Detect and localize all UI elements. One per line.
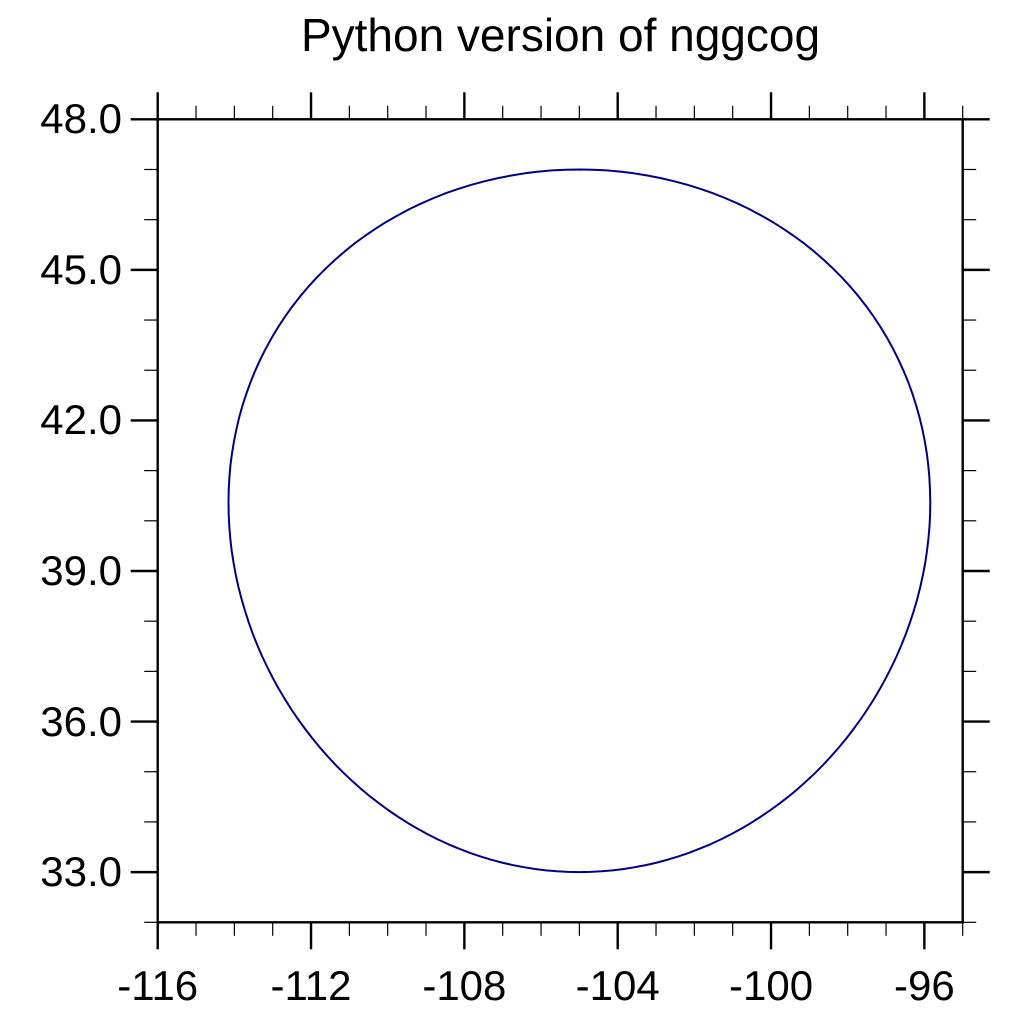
x-tick-label: -100 — [729, 962, 814, 1009]
y-tick-label: 45.0 — [40, 245, 122, 293]
great-circle-path — [227, 168, 932, 874]
y-tick-label: 33.0 — [40, 848, 122, 896]
chart-title: Python version of nggcog — [300, 9, 821, 61]
y-tick-label: 39.0 — [40, 546, 122, 594]
y-tick-label: 36.0 — [40, 697, 122, 745]
plot-frame — [156, 118, 964, 924]
x-tick-label: -116 — [117, 962, 199, 1009]
y-tick-label: 48.0 — [40, 95, 122, 143]
x-tick-label: -108 — [422, 962, 507, 1009]
x-tick-label: -104 — [575, 962, 660, 1009]
x-tick-label: -96 — [894, 962, 955, 1009]
y-tick-label: 42.0 — [40, 396, 122, 444]
x-tick-label: -112 — [270, 962, 352, 1009]
